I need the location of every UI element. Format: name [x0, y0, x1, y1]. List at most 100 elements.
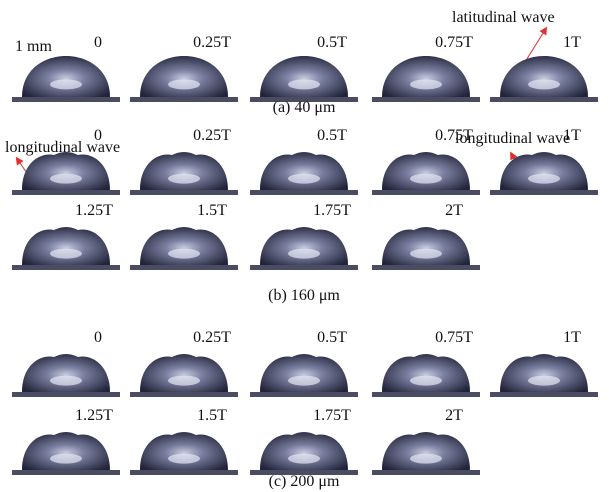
droplet-highlight — [288, 453, 320, 464]
panel-caption: (c) 200 μm — [269, 473, 340, 490]
substrate — [12, 97, 120, 102]
frame-label: 0 — [94, 329, 102, 346]
droplet — [260, 227, 348, 265]
frame-label: 0.5T — [317, 127, 347, 144]
droplet — [382, 56, 470, 97]
droplet — [382, 227, 470, 265]
droplet-highlight — [288, 79, 320, 90]
substrate — [130, 392, 238, 397]
droplet — [382, 432, 470, 470]
substrate — [130, 190, 238, 195]
annotation: latitudinal wave — [452, 9, 555, 26]
substrate — [490, 190, 598, 195]
droplet — [260, 354, 348, 392]
substrate — [130, 97, 238, 102]
frame-label: 0.25T — [193, 329, 231, 346]
droplet — [500, 152, 588, 190]
droplet-highlight — [288, 173, 320, 184]
droplet-highlight — [50, 248, 82, 259]
frame-label: 1.75T — [313, 407, 351, 424]
droplet-highlight — [50, 173, 82, 184]
droplet — [22, 56, 110, 97]
frame-label: 1.75T — [313, 202, 351, 219]
substrate — [250, 190, 358, 195]
substrate — [372, 190, 480, 195]
droplet — [260, 56, 348, 97]
droplet-highlight — [410, 453, 442, 464]
droplet-highlight — [528, 375, 560, 386]
droplet-highlight — [50, 375, 82, 386]
droplet-highlight — [168, 375, 200, 386]
droplet — [382, 354, 470, 392]
substrate — [490, 392, 598, 397]
panel-caption: (a) 40 μm — [273, 99, 336, 116]
droplet-highlight — [50, 79, 82, 90]
substrate — [12, 190, 120, 195]
substrate — [490, 97, 598, 102]
droplet — [140, 152, 228, 190]
substrate — [250, 470, 358, 475]
droplet — [140, 227, 228, 265]
droplet-highlight — [288, 375, 320, 386]
droplet — [500, 354, 588, 392]
droplet — [140, 432, 228, 470]
droplet-highlight — [50, 453, 82, 464]
droplet — [22, 227, 110, 265]
annotation: longitudinal wave — [5, 139, 120, 156]
frame-label: 1.25T — [75, 407, 113, 424]
substrate — [250, 265, 358, 270]
frame-label: 1T — [563, 329, 581, 346]
frame-label: 0.75T — [435, 127, 473, 144]
frame-label: 0.25T — [193, 34, 231, 51]
frame-label: 0.5T — [317, 329, 347, 346]
frame-label: 1T — [563, 34, 581, 51]
droplet-highlight — [410, 173, 442, 184]
frame-label: 0.5T — [317, 34, 347, 51]
droplet-highlight — [168, 453, 200, 464]
droplet-highlight — [168, 248, 200, 259]
frame-label: 0 — [94, 127, 102, 144]
droplet — [260, 432, 348, 470]
droplet-highlight — [410, 248, 442, 259]
substrate — [12, 265, 120, 270]
frame-label: 0 — [94, 34, 102, 51]
droplet — [382, 152, 470, 190]
droplet-highlight — [410, 79, 442, 90]
droplet — [500, 56, 588, 97]
frame-label: 1T — [563, 127, 581, 144]
frame-label: 0.75T — [435, 34, 473, 51]
droplet-highlight — [168, 173, 200, 184]
droplet — [22, 432, 110, 470]
substrate — [130, 470, 238, 475]
substrate — [12, 470, 120, 475]
droplet — [260, 152, 348, 190]
panel-caption: (b) 160 μm — [268, 287, 340, 304]
droplet-highlight — [528, 173, 560, 184]
substrate — [130, 265, 238, 270]
frame-label: 0.75T — [435, 329, 473, 346]
droplet — [22, 354, 110, 392]
substrate — [372, 97, 480, 102]
frame-label: 1.5T — [197, 202, 227, 219]
frame-label: 0.25T — [193, 127, 231, 144]
substrate — [250, 392, 358, 397]
annotation: longitudinal wave — [455, 130, 570, 147]
droplet — [22, 152, 110, 190]
substrate — [372, 265, 480, 270]
droplet — [140, 354, 228, 392]
substrate — [250, 97, 358, 102]
droplet-highlight — [288, 248, 320, 259]
droplet — [140, 56, 228, 97]
droplet-highlight — [528, 79, 560, 90]
frame-label: 1.5T — [197, 407, 227, 424]
droplet-highlight — [410, 375, 442, 386]
substrate — [372, 392, 480, 397]
frame-label: 2T — [445, 407, 463, 424]
substrate — [372, 470, 480, 475]
frame-label: 1.25T — [75, 202, 113, 219]
droplet-highlight — [168, 79, 200, 90]
frame-label: 2T — [445, 202, 463, 219]
arrow — [524, 26, 548, 63]
substrate — [12, 392, 120, 397]
